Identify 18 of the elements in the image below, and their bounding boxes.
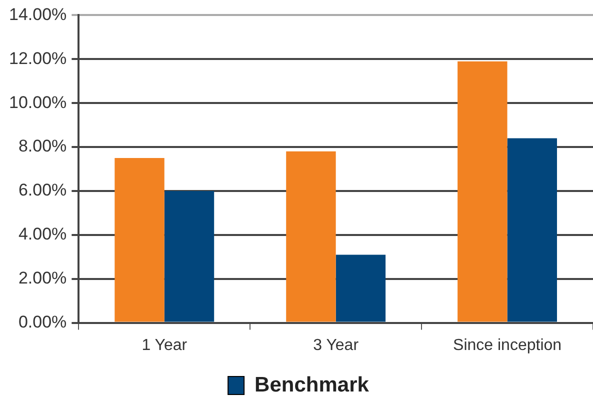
bar (164, 190, 214, 322)
y-tick-label: 4.00% (18, 224, 67, 244)
x-tick-label: Since inception (453, 336, 562, 354)
bar (286, 151, 336, 322)
bar (114, 158, 164, 322)
y-tick-label: 14.00% (8, 4, 67, 24)
y-tick-label: 12.00% (8, 48, 67, 68)
x-tick-label: 3 Year (313, 336, 360, 354)
y-tick-label: 10.00% (8, 92, 67, 112)
bar (458, 61, 508, 322)
y-tick-label: 2.00% (18, 268, 67, 288)
bar (507, 138, 557, 322)
y-tick-label: 0.00% (18, 312, 67, 332)
bar (336, 254, 386, 322)
y-tick-label: 8.00% (18, 136, 67, 156)
y-tick-label: 6.00% (18, 180, 67, 200)
legend-label: Benchmark (254, 373, 370, 396)
x-tick-label: 1 Year (142, 336, 188, 354)
